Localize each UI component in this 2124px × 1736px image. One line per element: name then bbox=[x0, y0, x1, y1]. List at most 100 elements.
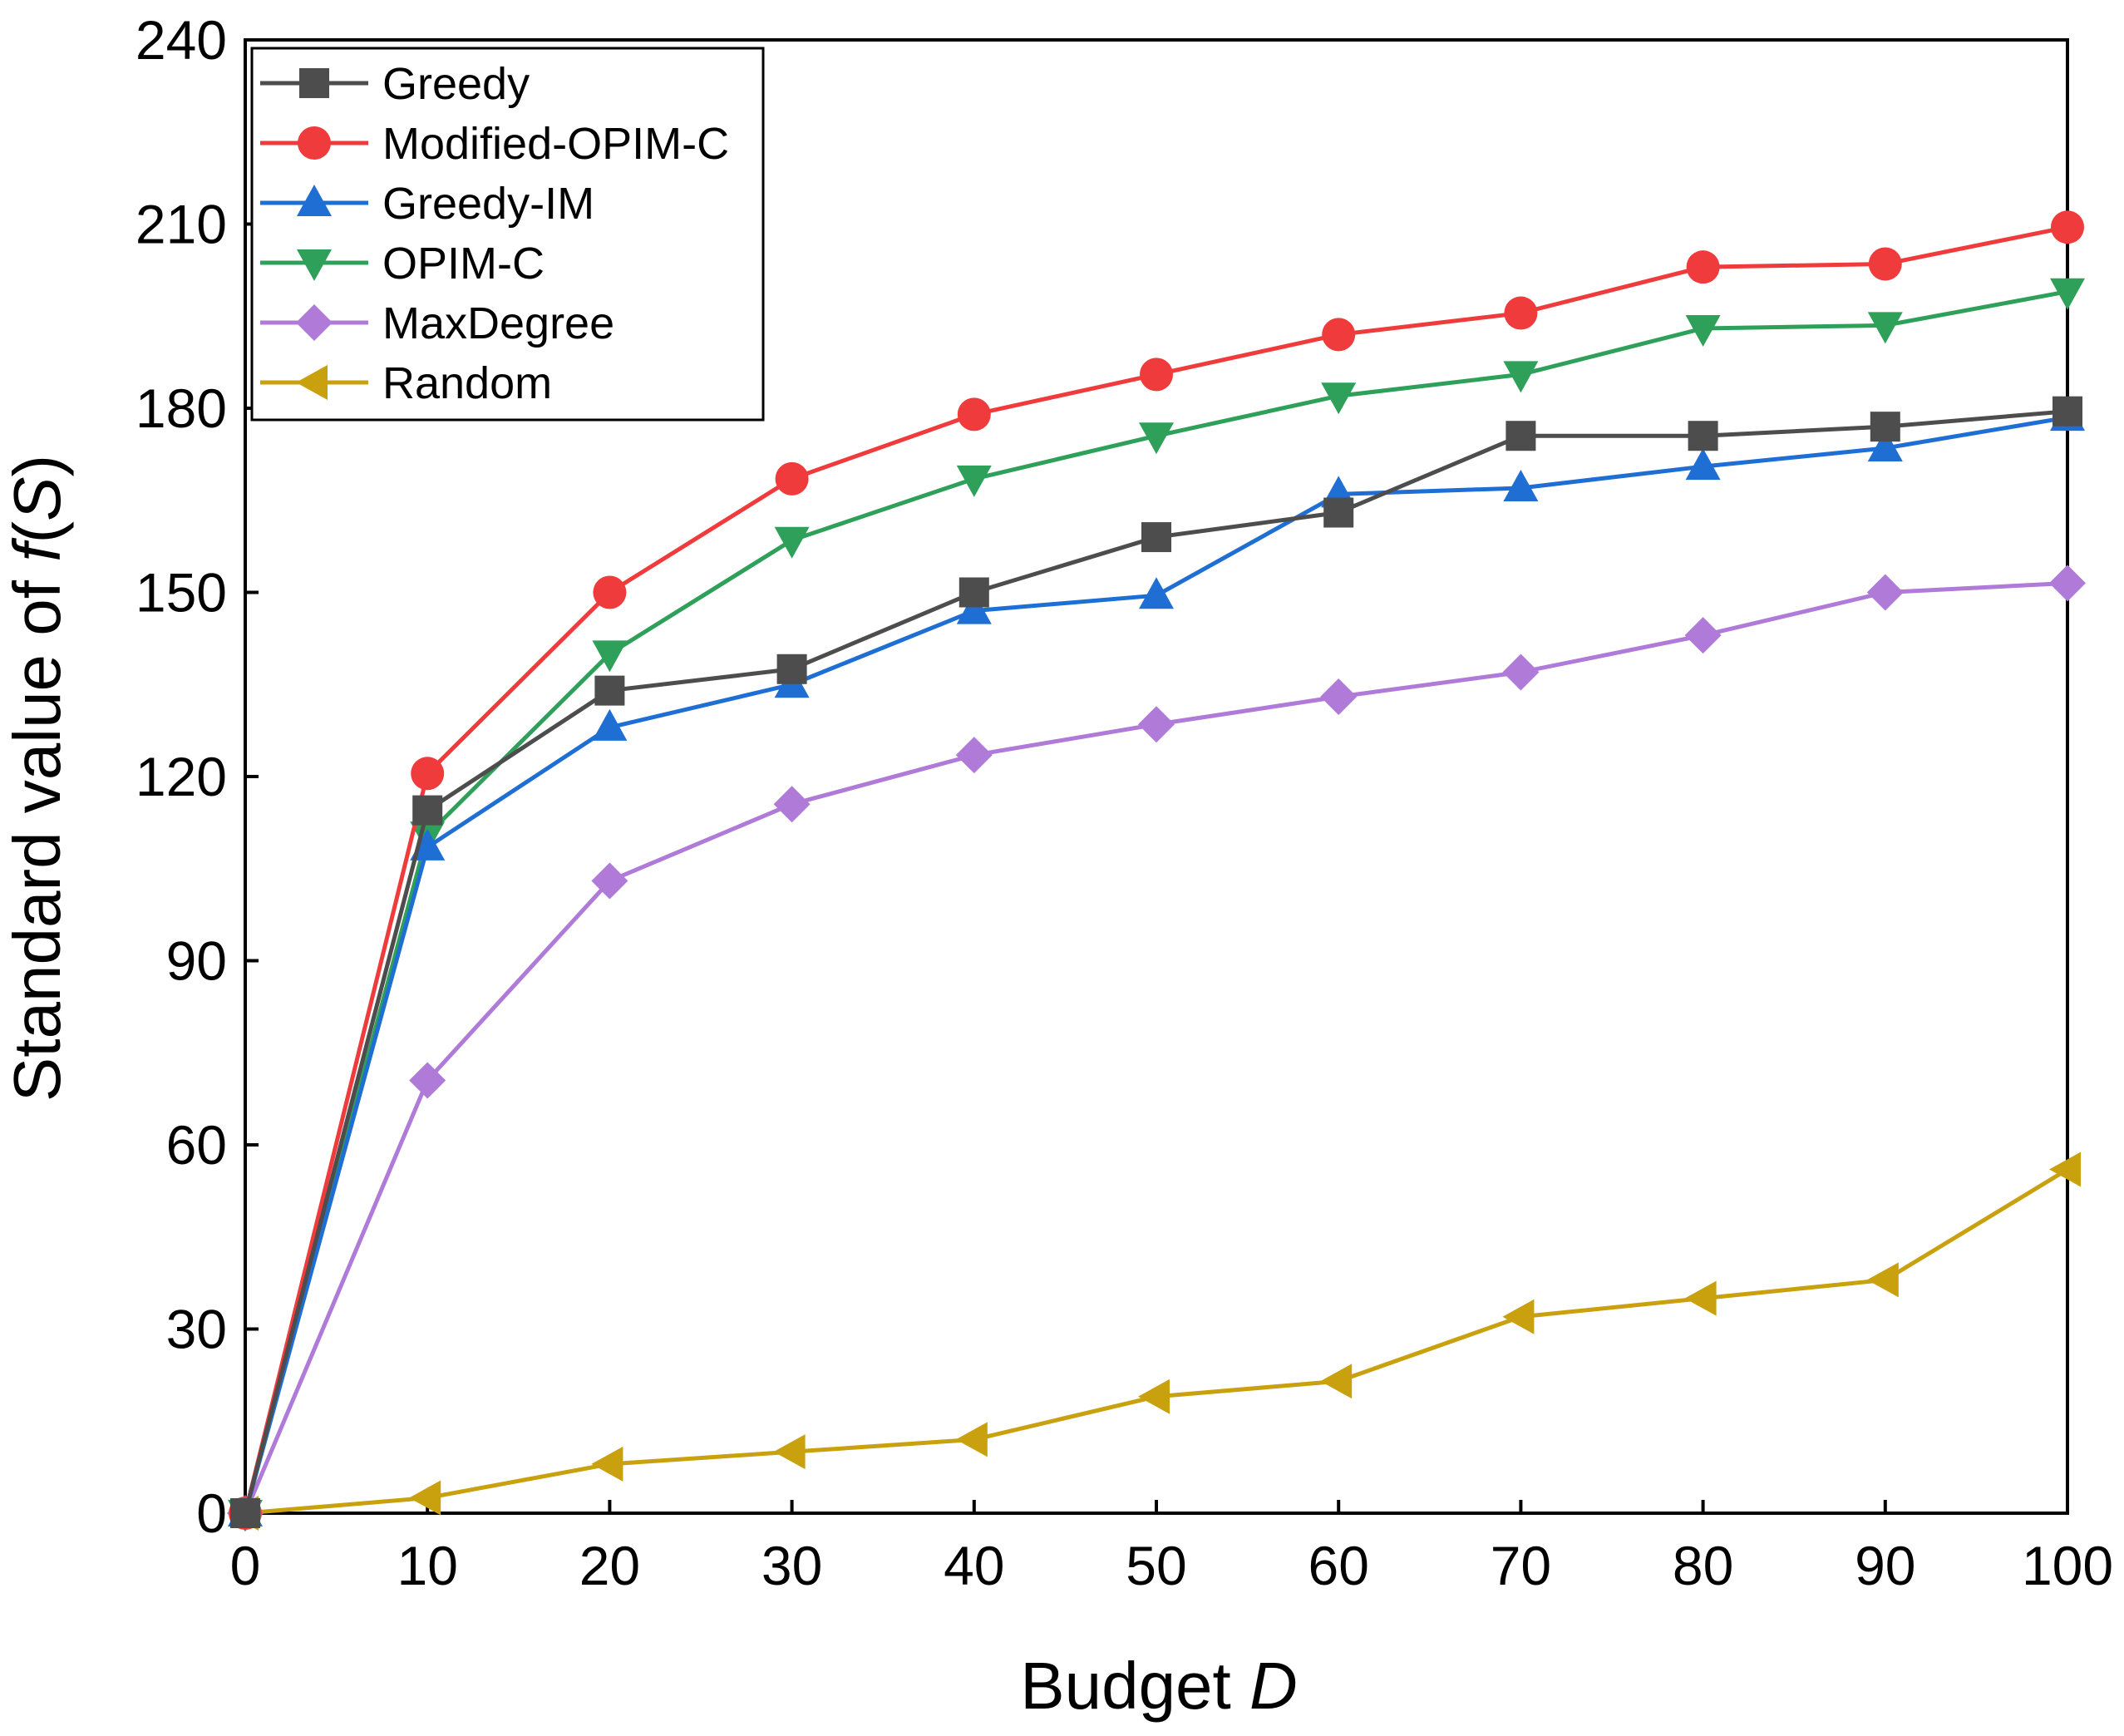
data-point-greedy-im bbox=[1685, 448, 1721, 481]
x-tick-label: 90 bbox=[1855, 1535, 1915, 1596]
x-tick-label: 20 bbox=[579, 1535, 640, 1596]
data-point-maxdegree bbox=[591, 862, 628, 900]
data-point-modified-opim-c bbox=[957, 397, 991, 432]
data-point-maxdegree bbox=[1866, 574, 1904, 611]
y-tick-label: 120 bbox=[136, 746, 227, 807]
data-point-maxdegree bbox=[2049, 565, 2086, 602]
data-point-greedy-im bbox=[1139, 577, 1174, 609]
data-point-opim-c bbox=[1867, 312, 1903, 344]
x-axis-title: Budget D bbox=[1020, 1649, 1298, 1723]
legend-label: Random bbox=[382, 358, 552, 408]
legend-marker bbox=[297, 185, 332, 216]
legend-marker bbox=[299, 68, 329, 98]
data-point-random bbox=[591, 1446, 623, 1482]
legend-label: Modified-OPIM-C bbox=[382, 119, 729, 169]
data-point-greedy-im bbox=[592, 708, 628, 741]
y-tick-label: 90 bbox=[166, 930, 227, 992]
y-tick-label: 240 bbox=[136, 9, 227, 71]
data-point-opim-c bbox=[956, 465, 992, 497]
x-tick-label: 10 bbox=[397, 1535, 457, 1596]
legend-box bbox=[250, 47, 765, 422]
series-line-greedy bbox=[243, 409, 2068, 1514]
data-point-greedy bbox=[1506, 421, 1536, 451]
legend-item-modified-opim-c: Modified-OPIM-C bbox=[260, 119, 729, 169]
data-point-modified-opim-c bbox=[1686, 250, 1720, 284]
data-point-random bbox=[1866, 1262, 1899, 1298]
y-tick-label: 210 bbox=[136, 194, 227, 255]
data-point-modified-opim-c bbox=[1504, 296, 1538, 330]
data-point-maxdegree bbox=[1138, 706, 1175, 743]
x-tick-label: 100 bbox=[2022, 1535, 2113, 1596]
x-tick-label: 0 bbox=[230, 1535, 261, 1596]
series-line-opim-c bbox=[243, 289, 2068, 1514]
data-point-random bbox=[1684, 1280, 1717, 1316]
legend-marker bbox=[297, 249, 332, 281]
data-point-random bbox=[1502, 1299, 1535, 1334]
series-greedy-im bbox=[228, 399, 2085, 1526]
y-tick-label: 30 bbox=[166, 1299, 227, 1360]
data-point-greedy bbox=[1688, 421, 1718, 451]
legend-label: Greedy bbox=[382, 59, 530, 109]
y-tick-label: 0 bbox=[196, 1482, 227, 1544]
data-point-greedy-im bbox=[410, 828, 446, 861]
data-point-opim-c bbox=[1685, 315, 1721, 348]
series-greedy bbox=[230, 396, 2082, 1528]
data-point-maxdegree bbox=[409, 1062, 446, 1099]
data-point-modified-opim-c bbox=[775, 461, 809, 496]
legend-label: MaxDegree bbox=[382, 298, 614, 348]
y-axis-title: Standard value of f(S) bbox=[0, 455, 74, 1102]
data-point-greedy-im bbox=[1867, 429, 1903, 461]
data-point-random bbox=[409, 1480, 441, 1516]
data-point-greedy bbox=[1870, 412, 1900, 442]
data-point-greedy-im bbox=[1503, 469, 1539, 501]
data-point-random bbox=[955, 1422, 988, 1457]
legend-item-greedy-im: Greedy-IM bbox=[260, 179, 594, 229]
x-tick-label: 70 bbox=[1491, 1535, 1551, 1596]
data-point-greedy-im bbox=[956, 592, 992, 624]
x-tick-label: 80 bbox=[1673, 1535, 1733, 1596]
data-point-greedy bbox=[2053, 396, 2082, 427]
data-point-greedy bbox=[959, 577, 989, 608]
data-point-modified-opim-c bbox=[1322, 318, 1356, 352]
data-point-greedy bbox=[1323, 497, 1354, 528]
legend-item-random: Random bbox=[260, 358, 552, 408]
legend-item-opim-c: OPIM-C bbox=[260, 239, 545, 289]
data-point-greedy bbox=[776, 653, 807, 684]
data-point-greedy bbox=[230, 1498, 260, 1528]
data-point-maxdegree bbox=[1502, 653, 1540, 691]
data-point-opim-c bbox=[592, 640, 628, 673]
data-point-opim-c bbox=[1139, 422, 1174, 455]
data-point-random bbox=[773, 1434, 806, 1470]
data-point-modified-opim-c bbox=[1140, 358, 1173, 392]
x-tick-label: 60 bbox=[1308, 1535, 1368, 1596]
legend-marker bbox=[298, 126, 331, 160]
x-tick-label: 40 bbox=[944, 1535, 1004, 1596]
data-point-greedy bbox=[1141, 522, 1171, 553]
y-tick-label: 150 bbox=[136, 562, 227, 624]
data-point-opim-c bbox=[2050, 278, 2085, 310]
legend-label: OPIM-C bbox=[382, 239, 545, 289]
data-point-modified-opim-c bbox=[1868, 247, 1902, 281]
data-point-modified-opim-c bbox=[593, 575, 627, 609]
series-opim-c bbox=[228, 278, 2085, 1531]
legend-marker bbox=[296, 304, 333, 341]
data-point-maxdegree bbox=[955, 737, 993, 774]
data-point-opim-c bbox=[1503, 361, 1539, 393]
series-line-random bbox=[244, 1167, 2069, 1516]
data-point-opim-c bbox=[774, 526, 810, 559]
data-point-modified-opim-c bbox=[411, 757, 445, 791]
legend-item-maxdegree: MaxDegree bbox=[260, 298, 614, 348]
legend-item-greedy: Greedy bbox=[260, 59, 530, 109]
data-point-maxdegree bbox=[1320, 678, 1358, 716]
y-tick-label: 180 bbox=[136, 377, 227, 439]
series-area bbox=[227, 210, 2086, 1531]
data-point-maxdegree bbox=[773, 786, 811, 823]
data-point-modified-opim-c bbox=[2051, 210, 2084, 244]
series-random bbox=[227, 1152, 2081, 1531]
data-point-maxdegree bbox=[1684, 617, 1722, 654]
x-tick-label: 50 bbox=[1126, 1535, 1186, 1596]
legend: Greedy Modified-OPIM-C Greedy-IM OPIM-C MaxD… bbox=[250, 47, 765, 422]
legend-label: Greedy-IM bbox=[382, 179, 594, 229]
